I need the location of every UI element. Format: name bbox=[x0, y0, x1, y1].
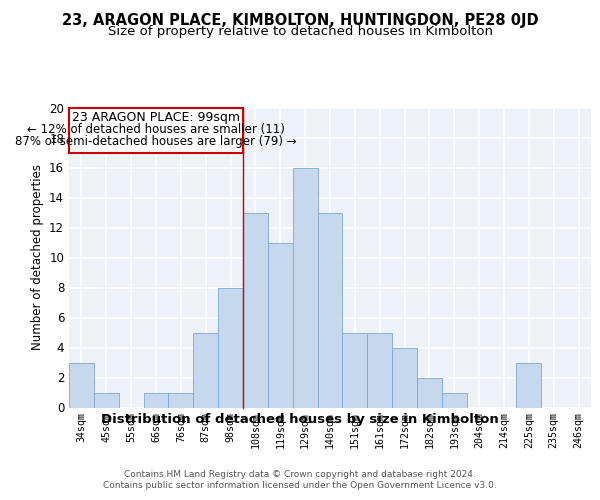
Bar bbox=[517, 362, 541, 408]
Bar bbox=[417, 378, 442, 408]
Text: 23 ARAGON PLACE: 99sqm: 23 ARAGON PLACE: 99sqm bbox=[72, 112, 240, 124]
Bar bbox=[69, 362, 94, 408]
Bar bbox=[293, 168, 317, 408]
Bar bbox=[94, 392, 119, 407]
Text: ← 12% of detached houses are smaller (11): ← 12% of detached houses are smaller (11… bbox=[27, 124, 285, 136]
Bar bbox=[343, 332, 367, 407]
Bar bbox=[193, 332, 218, 407]
Bar bbox=[218, 288, 243, 408]
Bar bbox=[317, 212, 343, 408]
Bar bbox=[367, 332, 392, 407]
Text: Contains HM Land Registry data © Crown copyright and database right 2024.: Contains HM Land Registry data © Crown c… bbox=[124, 470, 476, 479]
Text: Size of property relative to detached houses in Kimbolton: Size of property relative to detached ho… bbox=[107, 25, 493, 38]
Text: 87% of semi-detached houses are larger (79) →: 87% of semi-detached houses are larger (… bbox=[15, 136, 297, 148]
Bar bbox=[392, 348, 417, 408]
Bar bbox=[268, 242, 293, 408]
Bar bbox=[243, 212, 268, 408]
Bar bbox=[143, 392, 169, 407]
Text: Distribution of detached houses by size in Kimbolton: Distribution of detached houses by size … bbox=[101, 412, 499, 426]
Bar bbox=[442, 392, 467, 407]
Y-axis label: Number of detached properties: Number of detached properties bbox=[31, 164, 44, 350]
Text: Contains public sector information licensed under the Open Government Licence v3: Contains public sector information licen… bbox=[103, 481, 497, 490]
Text: 23, ARAGON PLACE, KIMBOLTON, HUNTINGDON, PE28 0JD: 23, ARAGON PLACE, KIMBOLTON, HUNTINGDON,… bbox=[62, 12, 538, 28]
Bar bbox=[69, 108, 243, 152]
Bar bbox=[169, 392, 193, 407]
